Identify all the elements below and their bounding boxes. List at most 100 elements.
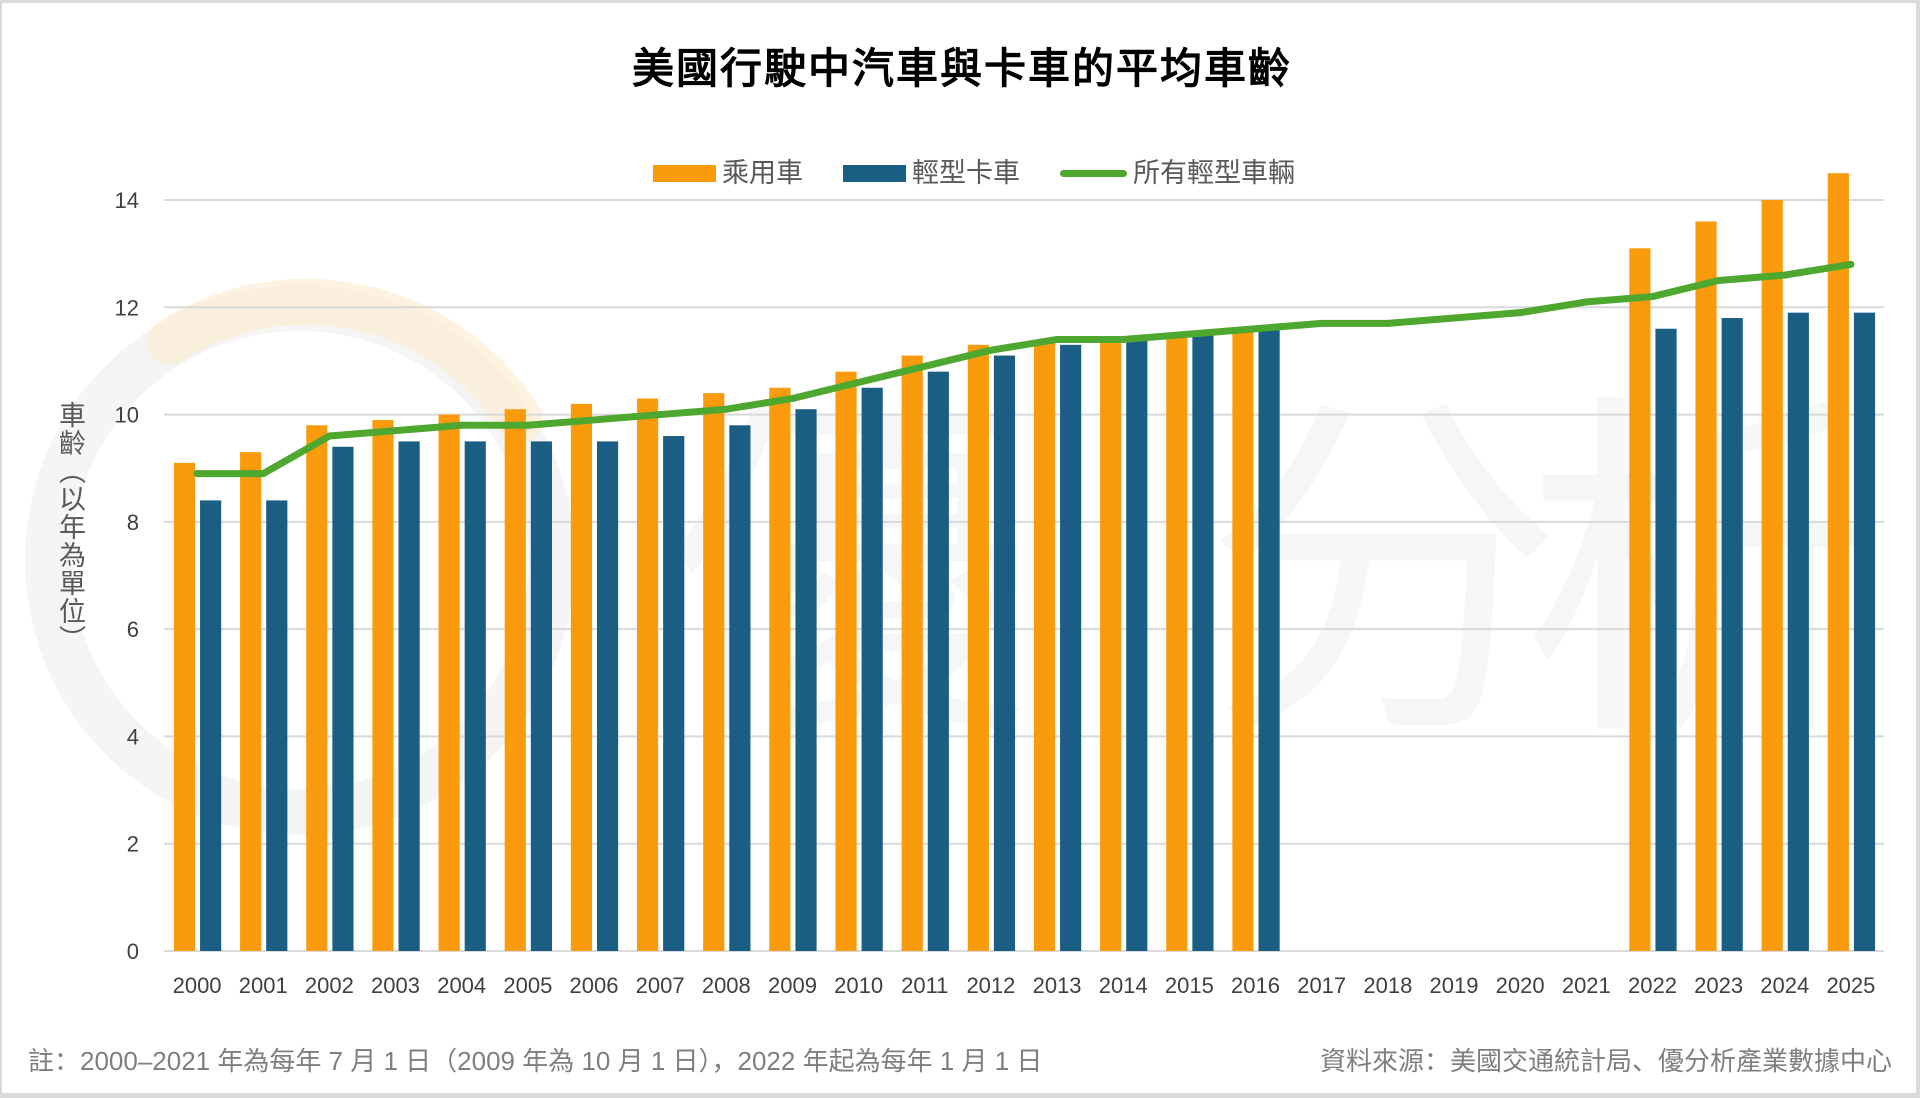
bar-light-trucks-2023 [1721,318,1743,951]
bar-passenger-cars-2006 [570,403,593,951]
point-all-light-vehicles-2018 [1384,319,1392,327]
y-tick-label: 0 [127,939,139,964]
y-axis-title: 車齡（以年為單位） [55,401,85,653]
x-tick-label: 2008 [702,973,751,998]
point-all-light-vehicles-2020 [1516,309,1524,317]
legend-swatch-all-light-vehicles-icon [1060,169,1127,177]
point-all-light-vehicles-2022 [1648,293,1656,301]
legend-label-light-trucks: 輕型卡車 [912,158,1020,188]
bar-light-trucks-2002 [332,446,354,951]
point-all-light-vehicles-2023 [1715,276,1723,284]
point-all-light-vehicles-2025 [1847,260,1855,268]
bar-passenger-cars-2007 [637,398,659,951]
bar-light-trucks-2003 [398,441,420,951]
bar-light-trucks-2009 [795,409,817,951]
bar-passenger-cars-2010 [835,371,857,952]
x-tick-label: 2022 [1628,973,1677,998]
bar-light-trucks-2006 [596,441,619,951]
x-tick-label: 2010 [834,973,883,998]
bar-passenger-cars-2013 [1033,339,1056,951]
bar-passenger-cars-2000 [173,462,196,951]
footnote-source: 資料來源：美國交通統計局、優分析產業數據中心 [1319,1046,1892,1076]
x-tick-label: 2013 [1033,973,1082,998]
point-all-light-vehicles-2011 [921,362,929,370]
point-all-light-vehicles-2003 [392,427,400,435]
y-tick-label: 8 [127,510,139,535]
line-series [193,260,1855,478]
point-all-light-vehicles-2013 [1053,335,1061,343]
bar-passenger-cars-2024 [1761,200,1783,951]
bar-passenger-cars-2001 [240,452,262,951]
bar-light-trucks-2016 [1258,328,1280,951]
bar-light-trucks-2015 [1192,334,1214,951]
bar-light-trucks-2025 [1853,312,1876,951]
x-tick-label: 2016 [1231,973,1280,998]
x-tick-label: 2003 [371,973,420,998]
legend-swatch-light-trucks-icon [843,164,906,182]
bar-light-trucks-2008 [729,425,751,951]
x-tick-label: 2005 [503,973,552,998]
point-all-light-vehicles-2000 [193,470,201,478]
x-tick-label: 2024 [1760,973,1809,998]
y-axis-ticks: 0 2 4 6 8 10 12 14 [115,188,139,964]
x-tick-label: 2012 [966,973,1015,998]
legend-swatch-passenger-cars-icon [653,164,716,182]
point-all-light-vehicles-2024 [1781,271,1789,279]
x-tick-label: 2015 [1165,973,1214,998]
line-all-light-vehicles [193,260,1855,478]
legend-label-passenger-cars: 乘用車 [722,158,803,188]
bar-passenger-cars-2015 [1166,334,1188,951]
x-axis-ticks: 2000 2001 2002 2003 2004 2005 2006 2007 2008 2009… [173,973,1876,998]
bars [173,173,1876,952]
x-tick-label: 2002 [305,973,354,998]
x-tick-label: 2020 [1496,973,1545,998]
x-tick-label: 2001 [239,973,288,998]
x-tick-label: 2025 [1826,973,1875,998]
bar-passenger-cars-2016 [1232,328,1254,951]
y-tick-label: 14 [115,188,139,213]
bar-light-trucks-2004 [464,441,486,951]
bar-passenger-cars-2004 [438,414,460,952]
bar-passenger-cars-2003 [372,419,394,952]
x-tick-label: 2019 [1430,973,1479,998]
bar-light-trucks-2013 [1060,344,1082,952]
footnote-note: 註：2000–2021 年為每年 7 月 1 日（2009 年為 10 月 1 … [28,1046,1043,1076]
bar-passenger-cars-2008 [703,393,725,952]
bar-passenger-cars-2014 [1100,339,1122,951]
x-tick-label: 2018 [1363,973,1412,998]
x-tick-label: 2011 [901,973,948,998]
bar-light-trucks-2000 [200,500,222,951]
bar-light-trucks-2022 [1655,328,1677,951]
bar-light-trucks-2010 [861,387,883,951]
legend-item-light-trucks[interactable]: 輕型卡車 [843,155,1020,191]
bar-passenger-cars-2022 [1629,248,1651,951]
point-all-light-vehicles-2012 [987,346,995,354]
x-tick-label: 2014 [1099,973,1148,998]
point-all-light-vehicles-2007 [656,411,664,419]
bar-passenger-cars-2023 [1695,221,1717,951]
x-tick-label: 2007 [636,973,685,998]
bar-passenger-cars-2011 [901,355,923,951]
bar-passenger-cars-2009 [769,387,791,951]
bar-passenger-cars-2005 [504,409,526,951]
y-tick-label: 4 [127,724,139,749]
x-tick-label: 2009 [768,973,817,998]
bar-light-trucks-2024 [1787,312,1809,951]
point-all-light-vehicles-2001 [259,470,267,478]
y-tick-label: 6 [127,617,139,642]
point-all-light-vehicles-2010 [855,378,863,386]
chart-title: 美國行駛中汽車與卡車的平均車齡 [631,45,1292,92]
point-all-light-vehicles-2015 [1185,330,1193,338]
point-all-light-vehicles-2009 [788,394,796,402]
x-tick-label: 2017 [1297,973,1346,998]
legend-item-passenger-cars[interactable]: 乘用車 [653,155,803,191]
legend: 乘用車 輕型卡車 所有輕型車輛 [14,153,1916,193]
point-all-light-vehicles-2006 [590,416,598,424]
point-all-light-vehicles-2002 [325,432,333,440]
legend-item-all-light-vehicles[interactable]: 所有輕型車輛 [1060,155,1295,191]
x-tick-label: 2023 [1694,973,1743,998]
point-all-light-vehicles-2014 [1119,335,1127,343]
bar-passenger-cars-2012 [967,344,989,952]
